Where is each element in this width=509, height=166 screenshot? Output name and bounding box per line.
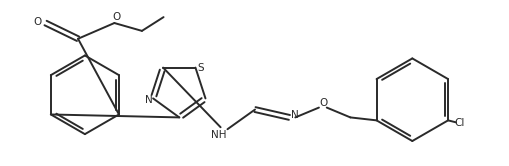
- Text: NH: NH: [210, 130, 226, 140]
- Text: O: O: [319, 98, 327, 108]
- Text: Cl: Cl: [454, 118, 464, 128]
- Text: O: O: [34, 17, 42, 27]
- Text: N: N: [145, 95, 153, 105]
- Text: N: N: [291, 110, 299, 121]
- Text: O: O: [112, 12, 120, 22]
- Text: S: S: [196, 63, 203, 73]
